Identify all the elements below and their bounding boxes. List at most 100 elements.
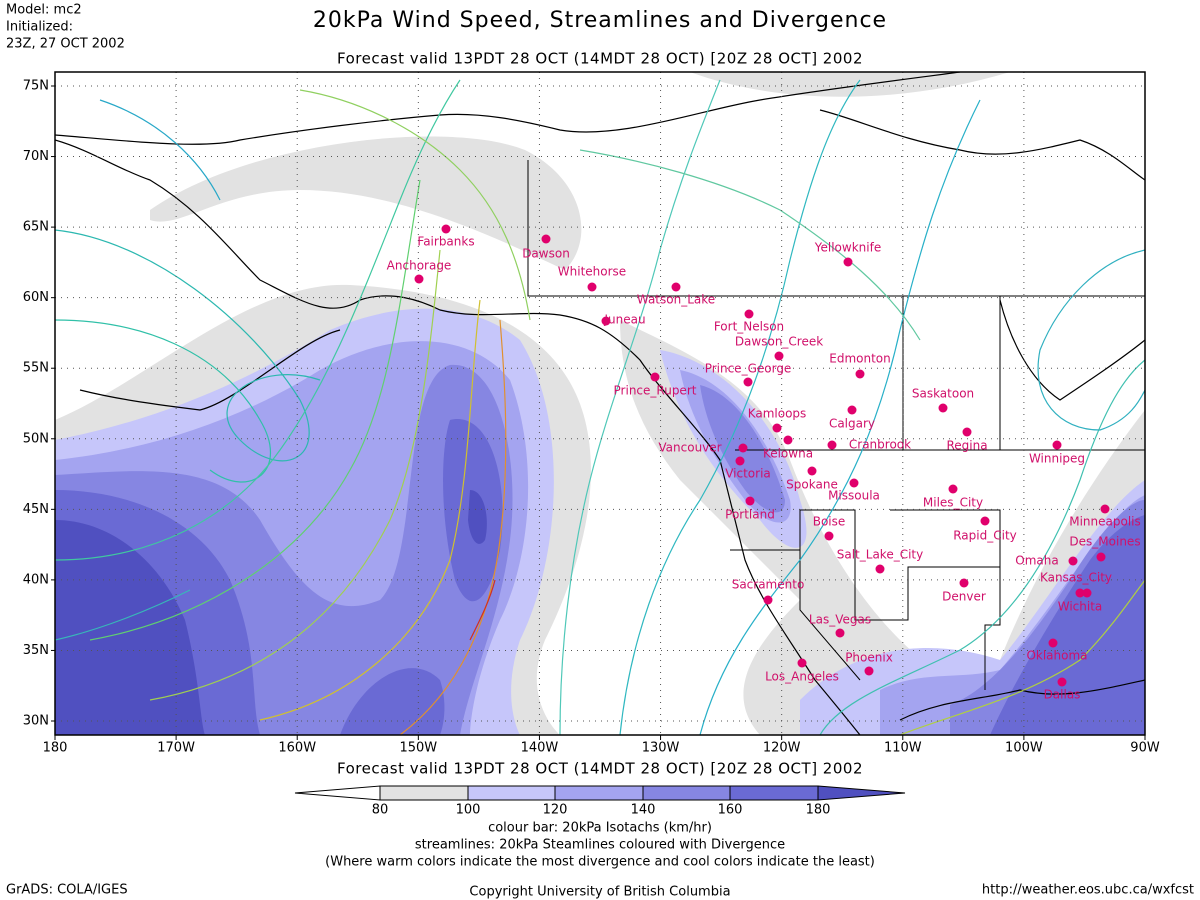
- city-dot: [1096, 552, 1106, 562]
- city-dot: [743, 377, 753, 387]
- graticule: [55, 72, 1145, 735]
- lat-label: 70N: [23, 149, 49, 164]
- lon-label: 180: [43, 741, 68, 756]
- lon-label: 160W: [278, 741, 316, 756]
- colorbar-label: 100: [456, 803, 481, 818]
- city-dot: [671, 282, 681, 292]
- model-label: Model: mc2: [6, 3, 82, 18]
- city-label: Calgary: [829, 417, 875, 431]
- city-label: Winnipeg: [1029, 452, 1085, 466]
- colorbar-label: 160: [718, 803, 743, 818]
- lat-label: 50N: [23, 431, 49, 446]
- map-title: 20kPa Wind Speed, Streamlines and Diverg…: [313, 8, 887, 33]
- city-dot: [735, 456, 745, 466]
- city-label: Spokane: [786, 478, 838, 492]
- city-dot: [864, 666, 874, 676]
- city-dot: [541, 234, 551, 244]
- footer-left: GrADS: COLA/IGES: [6, 883, 128, 898]
- city-label: Portland: [725, 508, 775, 522]
- city-dot: [587, 282, 597, 292]
- city-dot: [745, 496, 755, 506]
- colorbar-label: 180: [806, 803, 831, 818]
- lon-label: 120W: [763, 741, 801, 756]
- city-dot: [948, 484, 958, 494]
- city-label: Fairbanks: [417, 235, 474, 249]
- city-label: Boise: [813, 515, 846, 529]
- city-label: Cranbrook: [849, 438, 911, 452]
- city-label: Denver: [942, 590, 986, 604]
- colorbar-label: 120: [543, 803, 568, 818]
- city-dot: [650, 372, 660, 382]
- lat-label: 65N: [23, 220, 49, 235]
- city-label: Las_Vegas: [809, 613, 871, 627]
- city-label: Missoula: [828, 489, 880, 503]
- lon-label: 140W: [521, 741, 559, 756]
- city-label: Fort_Nelson: [714, 320, 784, 334]
- city-label: Miles_City: [923, 496, 983, 510]
- map-area: Fairbanks Dawson Anchorage Whitehorse Watson…: [55, 72, 1145, 735]
- color-note: (Where warm colors indicate the most div…: [325, 855, 875, 870]
- initialized-label: Initialized:: [6, 20, 73, 35]
- colorbar-label: 80: [372, 803, 389, 818]
- city-label: Omaha: [1015, 554, 1058, 568]
- city-label: Juneau: [603, 313, 645, 327]
- city-dot: [738, 443, 748, 453]
- city-label: Kamloops: [748, 407, 807, 421]
- city-dot: [875, 564, 885, 574]
- city-label: Edmonton: [829, 352, 891, 366]
- city-label: Dawson: [522, 247, 570, 261]
- footer-center: Copyright University of British Columbia: [469, 885, 730, 900]
- city-dot: [414, 274, 424, 284]
- city-dot: [1100, 504, 1110, 514]
- city-label: Kansas_City: [1040, 571, 1112, 585]
- lat-label: 45N: [23, 502, 49, 517]
- city-label: Victoria: [725, 467, 771, 481]
- colorbar-caption: colour bar: 20kPa Isotachs (km/hr): [488, 821, 712, 836]
- city-label: Phoenix: [845, 651, 893, 665]
- lon-label: 130W: [642, 741, 680, 756]
- city-dot: [1075, 588, 1085, 598]
- city-dot: [847, 405, 857, 415]
- city-label: Rapid_City: [953, 529, 1017, 543]
- city-dot: [744, 309, 754, 319]
- streamline-caption: streamlines: 20kPa Steamlines coloured w…: [415, 838, 785, 853]
- city-label: Des_Moines: [1069, 535, 1140, 549]
- city-label: Regina: [946, 439, 987, 453]
- city-dot: [827, 440, 837, 450]
- city-label: Prince_Rupert: [614, 384, 697, 398]
- city-label: Vancouver: [658, 441, 721, 455]
- lat-label: 75N: [23, 79, 49, 94]
- city-dot: [763, 595, 773, 605]
- city-dot: [807, 466, 817, 476]
- city-dot: [938, 403, 948, 413]
- city-label: Prince_George: [705, 362, 792, 376]
- init-time: 23Z, 27 OCT 2002: [6, 37, 125, 52]
- city-dot: [980, 516, 990, 526]
- city-label: Dawson_Creek: [735, 335, 823, 349]
- lon-label: 110W: [884, 741, 922, 756]
- city-dot: [835, 628, 845, 638]
- lat-label: 40N: [23, 572, 49, 587]
- city-dot: [959, 578, 969, 588]
- city-label: Watson_Lake: [637, 293, 715, 307]
- city-label: Salt_Lake_City: [837, 548, 923, 562]
- city-layer: Fairbanks Dawson Anchorage Whitehorse Watson…: [387, 224, 1141, 702]
- city-dot: [962, 427, 972, 437]
- lat-label: 30N: [23, 714, 49, 729]
- city-dot: [774, 351, 784, 361]
- city-label: Whitehorse: [558, 265, 626, 279]
- lat-label: 35N: [23, 643, 49, 658]
- city-label: Saskatoon: [912, 387, 974, 401]
- city-dot: [1068, 556, 1078, 566]
- map-frame: [54, 71, 1146, 736]
- city-label: Kelowna: [763, 447, 813, 461]
- city-dot: [843, 257, 853, 267]
- city-dot: [1057, 677, 1067, 687]
- valid-time-bottom: Forecast valid 13PDT 28 OCT (14MDT 28 OC…: [337, 760, 863, 778]
- city-dot: [1052, 440, 1062, 450]
- city-dot: [855, 369, 865, 379]
- city-label: Oklahoma: [1026, 649, 1087, 663]
- city-label: Anchorage: [387, 259, 452, 273]
- colorbar: 80 100 120 140 160 180: [294, 785, 906, 818]
